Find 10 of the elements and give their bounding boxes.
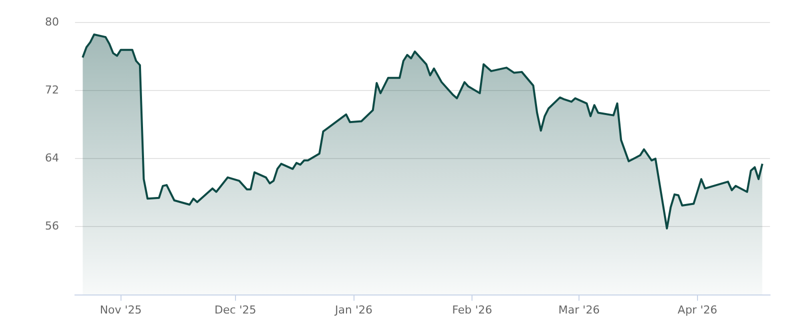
x-tick-label: Feb '26 (452, 303, 492, 316)
y-tick-label: 80 (45, 15, 59, 28)
y-tick-label: 64 (45, 152, 59, 165)
y-tick-label: 72 (45, 84, 59, 97)
x-tick-label: Nov '25 (100, 303, 142, 316)
x-tick-label: Apr '26 (678, 303, 718, 316)
x-tick-label: Dec '25 (214, 303, 256, 316)
x-tick-label: Jan '26 (334, 303, 373, 316)
y-tick-label: 56 (45, 220, 59, 233)
x-tick-label: Mar '26 (558, 303, 600, 316)
